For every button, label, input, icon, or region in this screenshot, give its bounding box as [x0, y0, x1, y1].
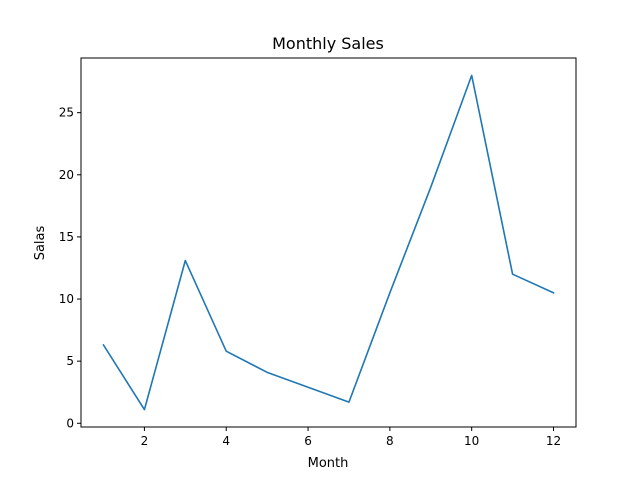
x-tick-label: 6 — [304, 434, 312, 448]
y-tick-label: 20 — [59, 168, 74, 182]
x-tick-label: 2 — [141, 434, 149, 448]
x-axis-label: Month — [308, 456, 349, 471]
axis-ticks: 2 4 6 8 10 12 0 5 10 15 20 25 — [59, 106, 561, 448]
x-tick-label: 10 — [464, 434, 479, 448]
plot-frame — [80, 57, 577, 428]
y-tick-label: 25 — [59, 106, 74, 120]
chart-title: Monthly Sales — [272, 34, 384, 53]
x-tick-label: 4 — [222, 434, 230, 448]
y-tick-label: 10 — [59, 292, 74, 306]
y-tick-label: 0 — [66, 416, 74, 430]
x-tick-label: 12 — [546, 434, 561, 448]
y-tick-label: 15 — [59, 230, 74, 244]
y-tick-label: 5 — [66, 354, 74, 368]
plot-area — [81, 58, 576, 427]
x-tick-label: 8 — [386, 434, 394, 448]
y-axis-label: Salas — [33, 225, 48, 260]
series-line — [102, 74, 555, 411]
